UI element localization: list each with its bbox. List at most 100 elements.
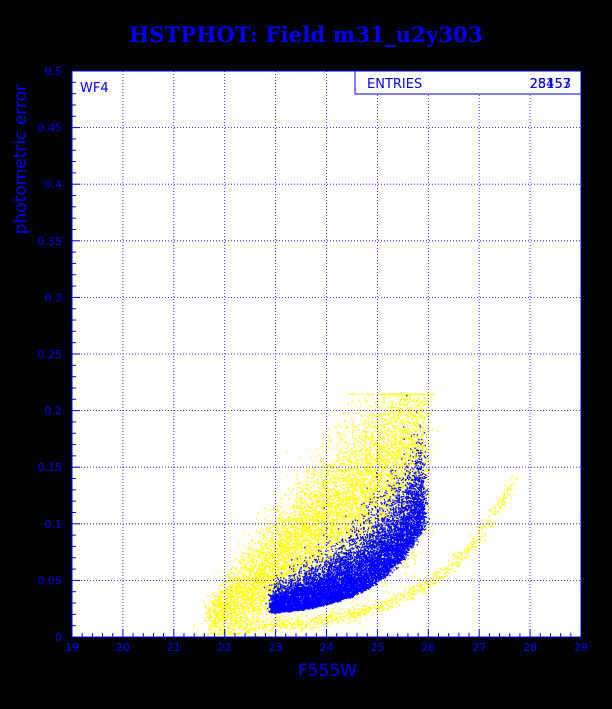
point-series-1 <box>254 563 256 565</box>
point-series-1 <box>314 554 316 556</box>
point-series-1 <box>293 539 296 542</box>
point-series-1 <box>269 527 271 529</box>
point-series-1 <box>193 624 196 626</box>
point-series-1 <box>252 568 254 570</box>
point-series-1 <box>208 619 210 621</box>
point-series-1 <box>230 619 233 622</box>
point-series-1 <box>339 498 342 500</box>
point-series-1 <box>278 559 280 561</box>
point-series-1 <box>306 585 308 587</box>
point-series-1 <box>231 595 234 598</box>
point-series-1 <box>259 532 261 534</box>
point-series-1 <box>280 536 282 538</box>
point-series-1 <box>241 587 244 589</box>
point-series-1 <box>361 415 363 417</box>
point-series-1 <box>305 477 308 479</box>
point-series-1 <box>299 520 301 522</box>
point-series-1 <box>361 472 363 474</box>
point-series-1 <box>241 571 243 574</box>
point-series-1 <box>339 465 341 467</box>
point-series-1 <box>346 503 348 505</box>
point-series-1 <box>251 538 253 540</box>
point-series-1 <box>300 508 302 510</box>
point-series-1 <box>336 486 338 488</box>
point-series-1 <box>354 485 357 487</box>
point-series-1 <box>312 477 314 480</box>
point-series-1 <box>394 478 396 481</box>
point-series-1 <box>275 555 277 557</box>
point-series-1 <box>378 496 381 498</box>
point-series-1 <box>358 469 360 471</box>
point-series-1 <box>391 435 394 438</box>
point-series-1 <box>233 597 235 599</box>
point-series-1 <box>428 494 430 496</box>
point-series-1 <box>426 464 428 466</box>
point-series-1 <box>365 438 367 440</box>
point-series-1 <box>227 598 229 600</box>
point-series-1 <box>425 488 427 490</box>
point-series-1 <box>298 516 300 519</box>
point-series-1 <box>362 493 364 495</box>
point-series-1 <box>251 595 253 598</box>
point-series-1 <box>332 567 334 569</box>
point-series-1 <box>387 419 389 421</box>
point-series-1 <box>382 499 385 501</box>
point-series-1 <box>280 577 283 579</box>
point-series-1 <box>207 633 209 635</box>
point-series-1 <box>339 497 341 499</box>
point-series-1 <box>319 547 321 549</box>
point-series-1 <box>204 605 206 608</box>
point-series-1 <box>328 519 331 521</box>
point-series-1 <box>281 524 283 526</box>
point-series-1 <box>238 603 240 605</box>
point-series-1 <box>368 486 370 488</box>
point-series-1 <box>360 457 362 459</box>
point-series-1 <box>343 487 346 490</box>
point-series-1 <box>286 579 288 581</box>
point-series-1 <box>349 483 351 486</box>
point-series-1 <box>368 530 370 532</box>
point-series-1 <box>402 472 404 474</box>
point-series-1 <box>342 452 344 455</box>
point-series-1 <box>330 553 332 555</box>
point-series-1 <box>375 474 377 476</box>
point-series-1 <box>328 514 330 516</box>
point-series-1 <box>262 546 264 549</box>
point-series-1 <box>388 510 390 512</box>
point-series-1 <box>303 522 305 524</box>
point-series-1 <box>410 413 413 415</box>
point-series-1 <box>304 544 307 546</box>
point-series-1 <box>255 621 258 623</box>
point-series-1 <box>392 461 394 463</box>
point-series-1 <box>325 464 327 467</box>
point-series-1 <box>237 633 239 635</box>
point-series-1 <box>380 483 382 485</box>
point-series-1 <box>263 558 265 561</box>
point-series-1 <box>252 583 254 585</box>
point-series-1 <box>379 500 382 502</box>
point-series-1 <box>299 549 301 551</box>
point-series-1 <box>230 631 232 634</box>
point-series-1 <box>329 510 332 512</box>
point-series-1 <box>402 398 405 400</box>
point-series-1 <box>354 530 356 532</box>
point-series-1 <box>396 417 398 420</box>
point-series-1 <box>301 506 303 509</box>
point-series-1 <box>294 500 296 502</box>
point-series-1 <box>380 464 382 466</box>
point-series-1 <box>354 437 356 439</box>
point-series-1 <box>359 575 361 577</box>
point-series-1 <box>262 585 264 587</box>
point-series-1 <box>387 471 390 473</box>
point-series-1 <box>413 574 415 577</box>
point-series-1 <box>370 438 372 441</box>
point-series-1 <box>334 503 336 505</box>
point-series-1 <box>422 475 424 478</box>
point-series-1 <box>337 504 339 506</box>
point-series-1 <box>403 430 405 432</box>
point-series-1 <box>267 551 269 553</box>
point-series-1 <box>385 446 387 448</box>
point-series-1 <box>284 493 286 495</box>
point-series-1 <box>253 585 255 587</box>
point-series-1 <box>315 499 317 501</box>
